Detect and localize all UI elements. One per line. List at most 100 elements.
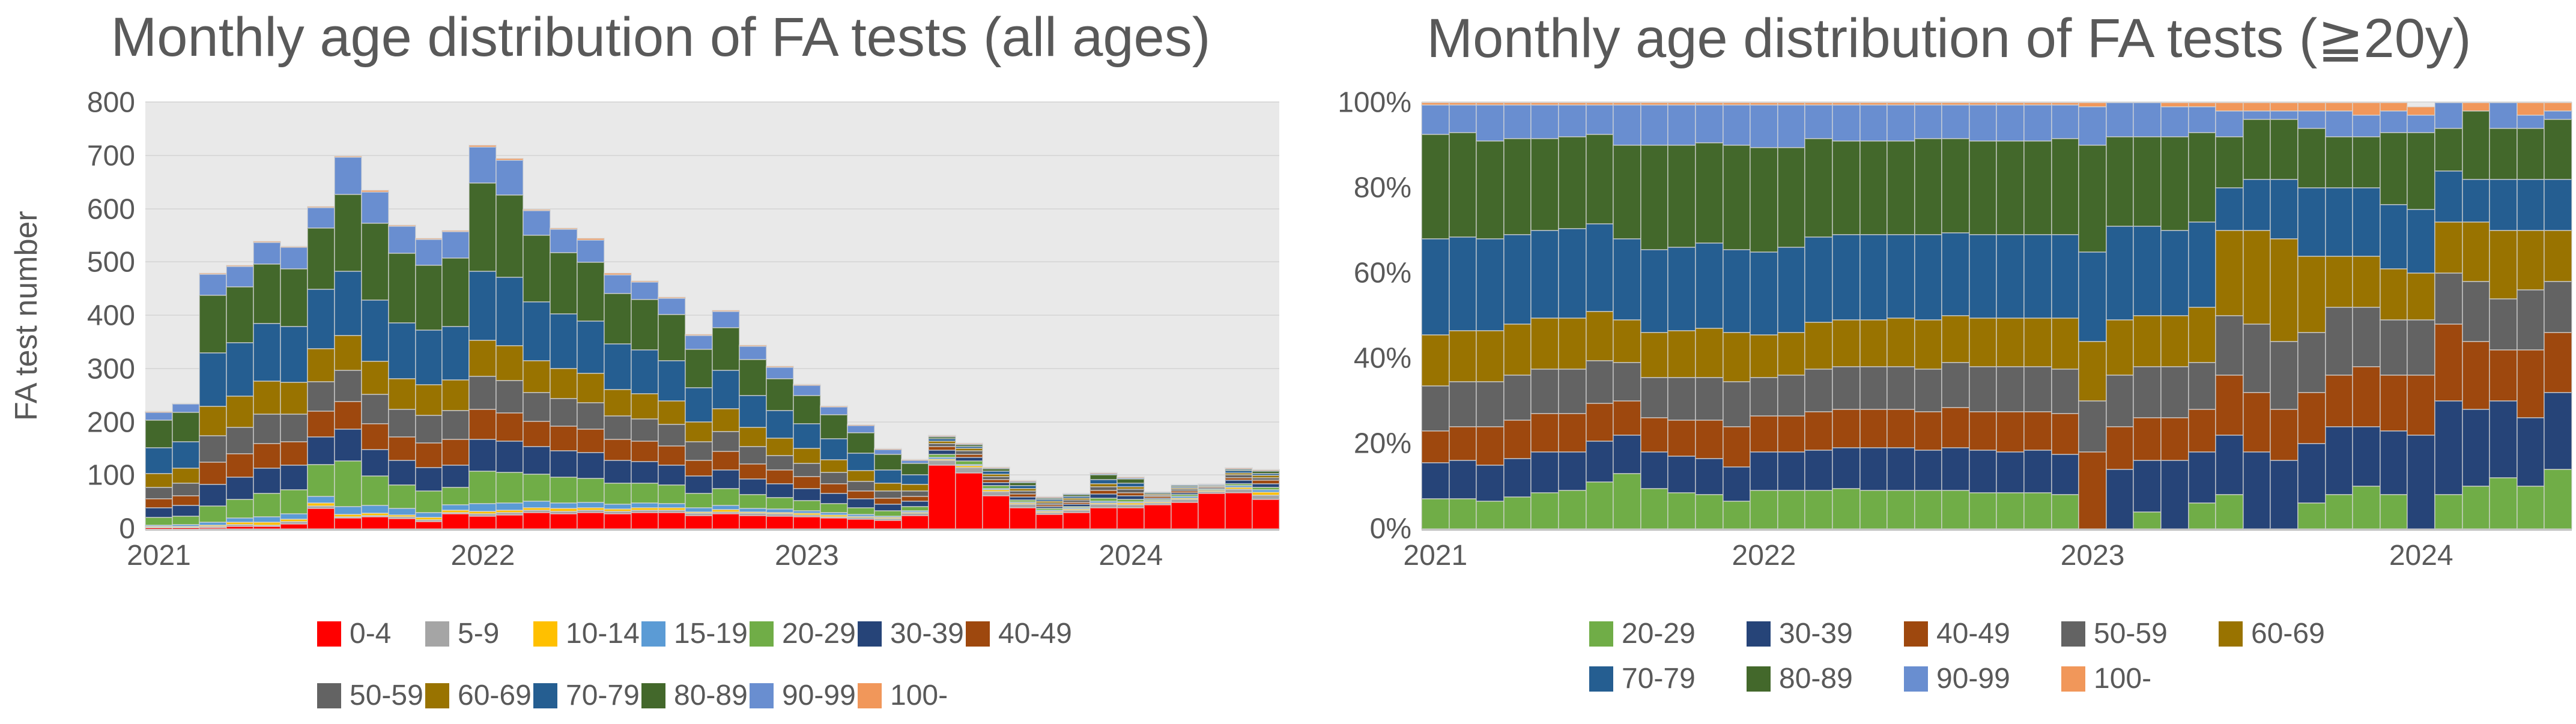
bar-segment-50-59 [2544,281,2572,334]
legend-swatch-70-79 [533,683,557,708]
bar-segment-40-49 [873,497,902,505]
bar-segment-90-99 [981,468,1010,469]
bar-segment-60-69 [1996,317,2025,368]
legend-item-5-9: 5-9 [425,617,533,650]
bar-segment-60-69 [2050,317,2080,370]
legend-label: 80-89 [1779,663,1853,695]
bar-segment-90-99 [171,403,200,413]
bar-segment-80-89 [2215,136,2244,189]
bar-segment-90-99 [1694,104,1724,144]
bar-segment-30-39 [333,429,362,462]
bar-segment-5-9 [1008,504,1037,508]
bar-segment-0-4 [1062,511,1091,529]
bar-segment-60-69 [2407,273,2435,321]
bar-segment-10-14 [658,507,686,511]
bar-segment-5-9 [387,516,416,520]
legend-item-90-99: 90-99 [1904,662,2061,695]
bar-segment-30-39 [954,457,983,462]
bar-segment-40-49 [1062,501,1091,505]
bar-segment-20-29 [198,505,227,523]
bar-segment-50-59 [2160,366,2189,419]
bar-segment-50-59 [2352,306,2381,368]
bar-segment-80-89 [1613,145,1641,240]
bar-segment-90-99 [387,225,416,255]
bar-2021-08 [1613,102,1641,530]
bar-segment-5-9 [306,505,335,510]
bar-segment-90-99 [1914,104,1943,140]
bar-segment-30-39 [387,460,416,486]
bar-segment-80-89 [2461,110,2491,180]
bar-segment-5-9 [468,513,497,517]
bar-segment-0-4 [738,514,767,530]
bar-2024-02 [2434,102,2463,529]
bar-segment-50-59 [712,430,740,453]
bar-segment-80-89 [1117,478,1145,484]
bar-segment-50-59 [1171,489,1199,492]
bar-segment-50-59 [2133,366,2162,419]
bar-segment-20-29 [1035,508,1064,511]
bar-segment-90-99 [1804,104,1833,140]
bar-segment-100- [2324,102,2354,112]
bar-segment-10-14 [1035,510,1064,513]
bar-segment-10-14 [1008,502,1037,505]
bar-segment-80-89 [2544,119,2572,180]
bar-segment-100- [2187,102,2217,108]
bar-segment-20-29 [1171,494,1199,497]
bar-2024-04 [2489,102,2518,530]
bar-segment-30-39 [1777,451,1806,492]
legend-swatch-60-69 [2219,621,2243,647]
bar-segment-80-89 [631,299,659,351]
bar-segment-40-49 [1421,430,1450,463]
bar-segment-40-49 [550,425,578,451]
bar-segment-70-79 [2461,178,2491,223]
bar-segment-70-79 [1008,485,1037,489]
bar-2023-07 [954,103,983,530]
legend-swatch-100- [2061,666,2085,692]
bar-segment-70-79 [550,313,578,369]
bar-2022-12 [765,103,794,530]
bar-segment-80-89 [387,253,416,324]
bar-segment-0-4 [685,514,714,530]
bar-segment-60-69 [306,348,335,383]
bar-segment-40-49 [1968,411,1998,451]
bar-segment-60-69 [631,393,659,420]
bar-segment-70-79 [1613,238,1641,321]
bar-segment-10-14 [927,458,956,462]
bar-segment-10-14 [333,514,362,517]
bar-segment-60-69 [198,405,227,436]
bar-segment-70-79 [1421,238,1450,336]
y-tick-label: 200 [86,406,135,438]
bar-2023-02 [2105,102,2135,530]
bar-segment-50-59 [1887,366,1915,411]
bar-segment-40-49 [1530,413,1559,453]
bar-segment-60-69 [2160,315,2189,368]
bar-segment-70-79 [1503,234,1532,325]
bar-segment-30-39 [1750,451,1778,492]
bar-segment-20-29 [577,477,605,503]
bar-segment-90-99 [738,345,767,360]
bar-segment-15-19 [954,463,983,467]
bar-segment-70-79 [927,438,956,442]
bar-segment-70-79 [1252,472,1280,477]
bar-segment-40-49 [225,453,254,478]
x-tick-label-2021: 2021 [1403,540,1468,572]
legend-item-0-4: 0-4 [317,617,425,650]
bar-segment-100- [1117,477,1145,478]
bar-segment-60-69 [2461,221,2491,283]
bar-segment-30-39 [1831,447,1861,489]
bar-2022-03 [1804,102,1833,529]
bar-segment-80-89 [550,252,578,315]
bar-2021-05 [1530,102,1559,530]
bar-segment-15-19 [658,503,686,509]
bar-segment-30-39 [1941,447,1970,492]
bar-segment-60-69 [1035,501,1064,504]
bar-segment-0-4 [252,526,281,529]
bar-segment-70-79 [738,395,767,429]
bar-segment-90-99 [2324,110,2354,137]
bar-segment-0-4 [225,525,254,530]
bar-2022-02 [496,103,524,530]
bar-segment-70-79 [2379,204,2408,270]
bar-segment-0-4 [1225,492,1253,530]
bar-segment-100- [1914,102,1943,106]
bar-segment-70-79 [1859,234,1888,321]
